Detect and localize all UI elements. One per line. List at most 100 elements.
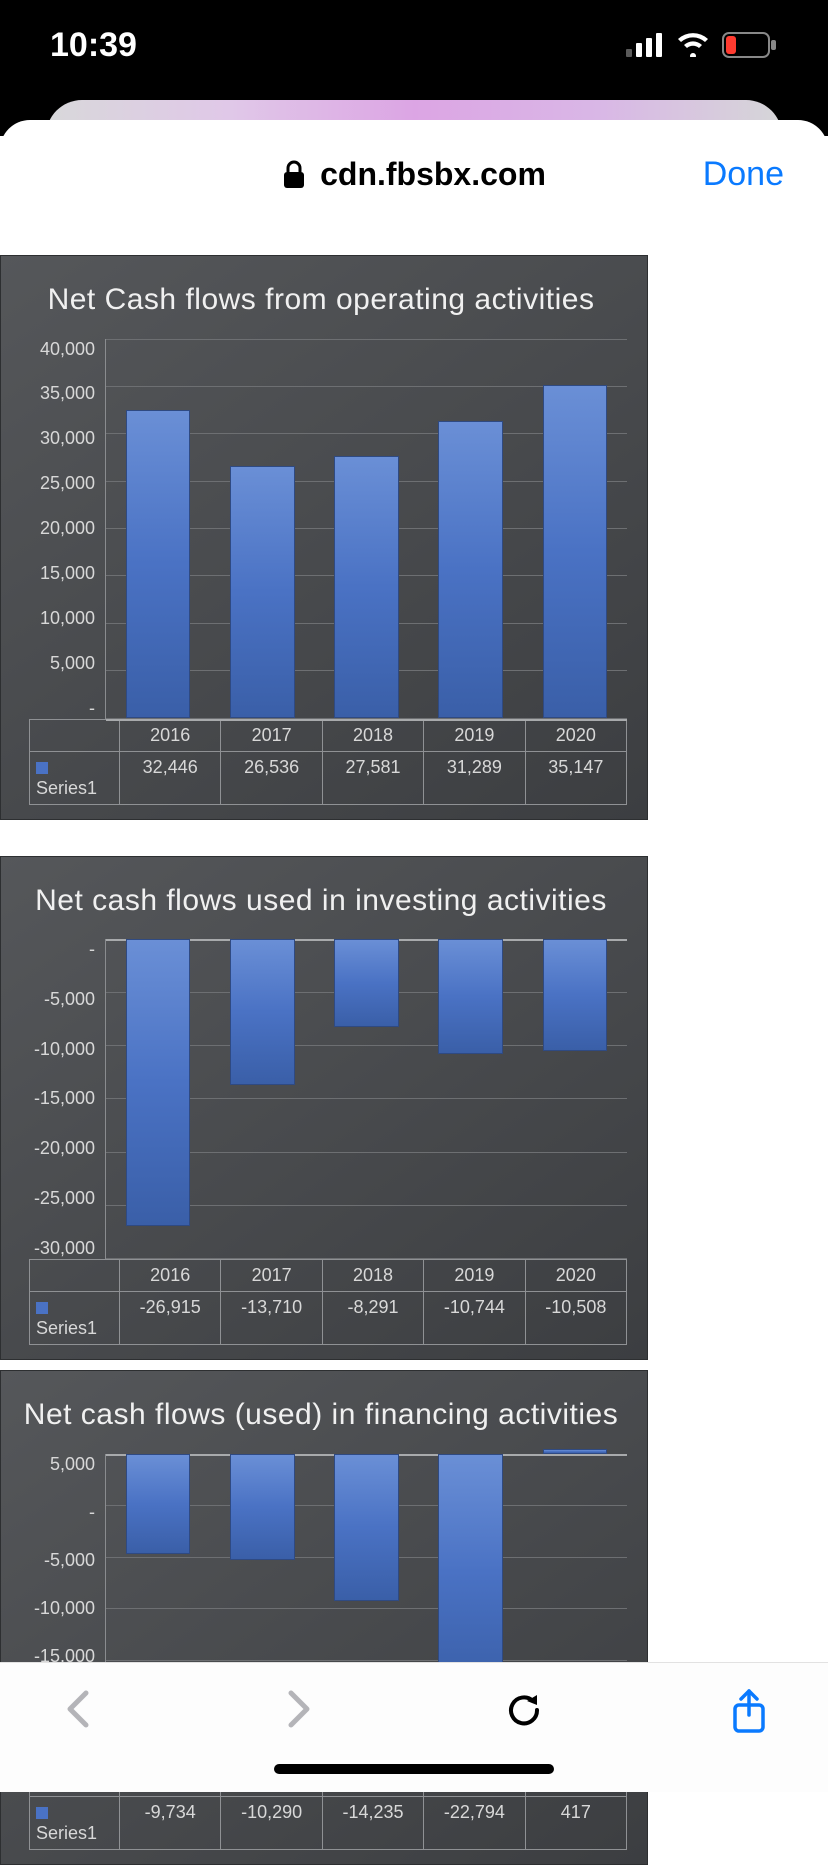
bars-container [106,939,627,1259]
bar-slot [314,939,418,1259]
y-tick-label: 35,000 [40,383,95,404]
status-time: 10:39 [50,26,137,65]
y-tick-label: -30,000 [34,1238,95,1259]
category-label: 2019 [424,720,524,751]
chart-data-table: Series1 2016-26,9152017-13,7102018-8,291… [29,1259,627,1345]
chart-bar [438,421,503,718]
chart-title: Net cash flows used in investing activit… [15,875,627,940]
y-tick-label: -20,000 [34,1138,95,1159]
blank-cell [30,720,119,751]
wifi-icon [676,33,710,57]
forward-button[interactable] [281,1689,317,1729]
value-label: 417 [526,1796,626,1828]
done-button[interactable]: Done [703,155,784,194]
value-label: 27,581 [323,751,423,783]
page-content: Net Cash flows from operating activities… [0,255,828,1865]
series-label: Series1 [30,1796,119,1849]
chart-panel: Net cash flows used in investing activit… [0,856,648,1361]
plot-row: --5,000-10,000-15,000-20,000-25,000-30,0… [15,939,627,1259]
home-indicator[interactable] [274,1764,554,1774]
category-label: 2016 [120,1260,220,1291]
data-columns: 2016-26,9152017-13,7102018-8,2912019-10,… [120,1260,626,1344]
battery-icon [722,32,778,58]
y-tick-label: 5,000 [50,1454,95,1475]
category-label: 2016 [120,720,220,751]
chart-bar [543,939,608,1051]
data-table-header: Series1 [30,1260,120,1344]
bar-slot [419,339,523,719]
baseline [106,719,627,721]
y-tick-label: - [89,698,95,719]
y-tick-label: 10,000 [40,608,95,629]
legend-swatch [36,1302,48,1314]
category-label: 2020 [526,1260,626,1291]
y-tick-label: -15,000 [34,1088,95,1109]
y-tick-label: 5,000 [50,653,95,674]
value-label: -26,915 [120,1291,220,1323]
bar-slot [210,339,314,719]
value-label: -13,710 [221,1291,321,1323]
data-column: 2017-13,710 [221,1260,322,1344]
chart-bar [126,939,191,1226]
value-label: -22,794 [424,1796,524,1828]
chart-bar [334,456,399,718]
value-label: -8,291 [323,1291,423,1323]
url-text: cdn.fbsbx.com [320,156,546,193]
chart-bar [126,1454,191,1555]
value-label: 26,536 [221,751,321,783]
data-columns: 201632,446201726,536201827,581201931,289… [120,720,626,804]
bar-slot [210,939,314,1259]
chart-bar [230,466,295,718]
category-label: 2019 [424,1260,524,1291]
y-tick-label: 15,000 [40,563,95,584]
chart-bar [334,939,399,1027]
chart-bar [126,410,191,718]
bar-slot [523,339,627,719]
data-column: 201931,289 [424,720,525,804]
value-label: -9,734 [120,1796,220,1828]
status-indicators [626,32,778,58]
y-tick-label: -5,000 [44,1550,95,1571]
y-tick-label: 25,000 [40,473,95,494]
chart-bar [438,939,503,1054]
y-axis: --5,000-10,000-15,000-20,000-25,000-30,0… [15,939,105,1259]
category-label: 2017 [221,720,321,751]
data-column: 201827,581 [323,720,424,804]
chart-panel: Net Cash flows from operating activities… [0,255,648,820]
y-tick-label: -10,000 [34,1039,95,1060]
chart-bar [543,385,608,719]
value-label: -10,290 [221,1796,321,1828]
y-tick-label: - [89,1502,95,1523]
y-axis: 40,00035,00030,00025,00020,00015,00010,0… [15,339,105,719]
value-label: -10,508 [526,1291,626,1323]
chart-bar [334,1454,399,1601]
y-tick-label: -10,000 [34,1598,95,1619]
bar-slot [106,339,210,719]
share-button[interactable] [730,1689,768,1735]
back-button[interactable] [60,1689,96,1729]
bar-slot [523,939,627,1259]
data-column: 201632,446 [120,720,221,804]
data-column: 2018-8,291 [323,1260,424,1344]
data-column: 2016-26,915 [120,1260,221,1344]
category-label: 2018 [323,720,423,751]
plot-area [105,339,627,719]
y-tick-label: - [89,939,95,960]
data-column: 201726,536 [221,720,322,804]
plot-area [105,939,627,1259]
category-label: 2018 [323,1260,423,1291]
chart-title: Net Cash flows from operating activities [15,274,627,339]
reload-button[interactable] [503,1689,545,1731]
y-tick-label: 30,000 [40,428,95,449]
value-label: -14,235 [323,1796,423,1828]
chart-bar [543,1449,608,1453]
legend-swatch [36,1807,48,1819]
bar-slot [106,939,210,1259]
bar-slot [419,939,523,1259]
value-label: 35,147 [526,751,626,783]
data-column: 2020-10,508 [526,1260,626,1344]
chart-bar [230,1454,295,1560]
address-bar[interactable]: cdn.fbsbx.com [282,156,546,193]
bars-container [106,339,627,719]
blank-cell [30,1260,119,1291]
